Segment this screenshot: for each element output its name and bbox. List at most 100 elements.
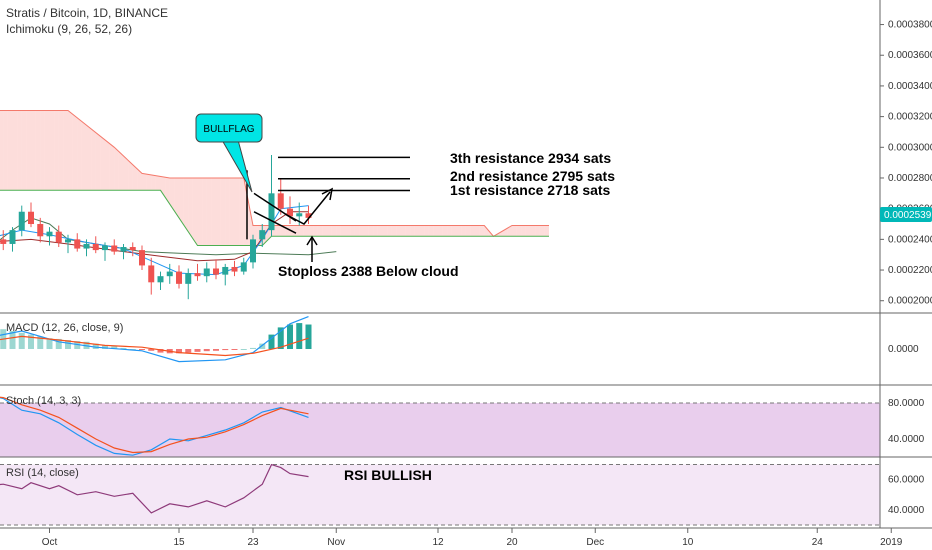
price-tick-label: 0.0003400 xyxy=(888,81,932,92)
ichimoku-cloud-segment xyxy=(86,125,92,191)
stoch-d-line xyxy=(0,396,309,454)
ichimoku-cloud-segment xyxy=(0,110,4,191)
ichimoku-cloud-segment xyxy=(58,110,64,191)
macd-histogram-bar xyxy=(222,349,229,351)
macd-histogram-bar xyxy=(203,349,210,352)
ichimoku-cloud-segment xyxy=(142,173,147,191)
ichimoku-cloud-segment xyxy=(410,225,415,237)
macd-histogram-bar xyxy=(120,347,127,349)
ichimoku-cloud-segment xyxy=(507,225,512,237)
macd-histogram-bar xyxy=(213,349,219,351)
price-tick-label: 0.0003600 xyxy=(888,50,932,61)
ichimoku-cloud-segment xyxy=(105,139,110,191)
macd-histogram-bar xyxy=(185,349,192,353)
candle-body xyxy=(176,271,182,284)
candle-body xyxy=(203,268,210,277)
ichimoku-cloud-segment xyxy=(44,110,50,191)
ichimoku-cloud-segment xyxy=(530,225,536,237)
ichimoku-cloud-segment xyxy=(151,174,156,191)
macd-histogram-bar xyxy=(55,338,62,349)
ichimoku-cloud-segment xyxy=(317,225,323,237)
rsi-pane[interactable] xyxy=(0,463,880,526)
candle-body xyxy=(37,224,44,237)
ichimoku-cloud-segment xyxy=(428,225,434,237)
macd-histogram-bar xyxy=(296,323,303,349)
macd-histogram-bar xyxy=(157,349,164,353)
macd-histogram-bar xyxy=(250,347,256,349)
candle-body xyxy=(83,243,90,249)
macd-histogram-bar xyxy=(287,324,293,349)
ichimoku-cloud-segment xyxy=(502,228,508,237)
ichimoku-cloud-segment xyxy=(327,225,332,237)
ichimoku-cloud-segment xyxy=(239,177,244,246)
stoploss-label: Stoploss 2388 Below cloud xyxy=(278,263,459,279)
ichimoku-cloud-segment xyxy=(234,177,240,246)
resistance-2-label: 2nd resistance 2795 sats xyxy=(450,168,615,184)
macd-histogram-bar xyxy=(37,336,44,349)
price-tick-label: 0.0003000 xyxy=(888,142,932,153)
ichimoku-cloud-segment xyxy=(350,225,355,237)
macd-histogram-bar xyxy=(92,343,99,349)
ichimoku-cloud-segment xyxy=(484,225,489,237)
ichimoku-cloud-segment xyxy=(211,177,216,246)
ichimoku-cloud-segment xyxy=(331,225,337,237)
ichimoku-cloud-segment xyxy=(169,177,175,211)
ichimoku-cloud-segment xyxy=(206,177,212,246)
ichimoku-cloud-segment xyxy=(146,174,152,191)
macd-tick-label: 0.0000 xyxy=(888,344,919,355)
ichimoku-cloud-segment xyxy=(461,225,466,237)
candle-body xyxy=(18,211,25,231)
ichimoku-cloud-segment xyxy=(313,225,318,237)
stoch-pane[interactable] xyxy=(0,394,880,458)
candle-body xyxy=(46,231,53,237)
ichimoku-cloud-segment xyxy=(414,225,420,237)
ichimoku-cloud-segment xyxy=(72,114,78,191)
ichimoku-cloud-segment xyxy=(498,230,503,237)
ichimoku-cloud-segment xyxy=(280,225,286,237)
ichimoku-cloud-segment xyxy=(17,110,22,191)
ichimoku-cloud-segment xyxy=(456,225,462,237)
x-tick-label: 15 xyxy=(173,537,185,548)
ichimoku-cloud-segment xyxy=(49,110,55,191)
macd-histogram-bar xyxy=(176,349,182,354)
ichimoku-cloud-segment xyxy=(377,225,383,237)
candle-body xyxy=(55,231,62,243)
stoploss-arrowhead xyxy=(306,235,318,246)
rsi-tick-label: 60.0000 xyxy=(888,475,925,486)
ichimoku-cloud-segment xyxy=(544,225,549,237)
macd-pane[interactable] xyxy=(0,316,312,363)
ichimoku-cloud-segment xyxy=(216,177,221,246)
price-tick-label: 0.0003200 xyxy=(888,112,932,123)
candle-body xyxy=(213,268,219,275)
ichimoku-cloud-segment xyxy=(303,225,309,237)
ichimoku-base xyxy=(0,211,309,262)
macd-histogram-bar xyxy=(28,334,34,349)
rsi-line xyxy=(0,463,309,514)
candle-body xyxy=(277,193,284,209)
macd-histogram-bar xyxy=(277,327,284,349)
ichimoku-cloud-segment xyxy=(40,110,45,191)
candle-body xyxy=(92,243,99,251)
flag-bottom-line xyxy=(253,211,297,234)
macd-histogram-bar xyxy=(240,349,247,350)
ichimoku-cloud-segment xyxy=(225,177,230,246)
candle-body xyxy=(9,230,16,244)
ichimoku-cloud-segment xyxy=(405,225,411,237)
ichimoku-cloud-segment xyxy=(248,201,253,246)
x-tick-label: 12 xyxy=(432,537,444,548)
ichimoku-cloud-segment xyxy=(81,121,87,191)
ichimoku-span-a xyxy=(0,189,549,246)
ichimoku-cloud-segment xyxy=(387,225,392,237)
price-pane[interactable] xyxy=(0,110,549,300)
ichimoku-cloud-segment xyxy=(516,225,522,237)
ichimoku-cloud-segment xyxy=(322,225,327,237)
ichimoku-cloud-segment xyxy=(7,110,13,191)
ichimoku-cloud-segment xyxy=(419,225,425,237)
stoch-band-fill xyxy=(0,403,880,457)
ichimoku-cloud-segment xyxy=(128,160,133,191)
x-tick-label: 10 xyxy=(682,537,694,548)
ichimoku-cloud-segment xyxy=(447,225,452,237)
candle-body xyxy=(305,213,312,218)
ichimoku-cloud-segment xyxy=(100,136,105,191)
candle-body xyxy=(111,245,118,252)
